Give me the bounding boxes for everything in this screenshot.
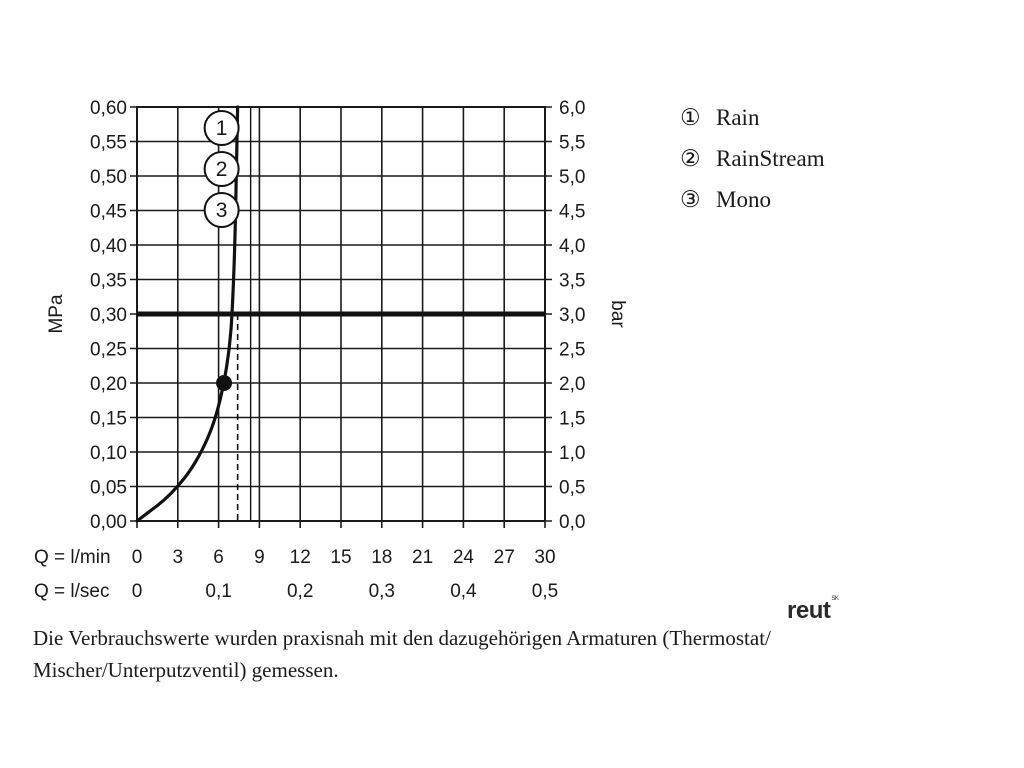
curve-marker-1 [203, 110, 240, 146]
y-left-tick-label: 0,25 [90, 340, 127, 361]
x-tick-label: 0,5 [532, 581, 558, 602]
legend: ① Rain ② RainStream ③ Mono [680, 105, 825, 212]
y-right-tick-label: 0,0 [559, 512, 585, 533]
legend-symbol: ② [680, 146, 701, 171]
legend-label-rain: Rain [716, 105, 760, 130]
y-left-axis-label: MPa [46, 294, 67, 334]
curve-marker-label-3: 3 [216, 199, 228, 222]
y-left-tick-label: 0,10 [90, 443, 127, 464]
tick-labels: 0,000,050,100,150,200,250,300,350,400,45… [34, 98, 628, 602]
x-tick-label: 21 [412, 547, 433, 568]
curve-marker-3 [203, 192, 240, 228]
curve-marker-label-2: 2 [216, 158, 228, 181]
series-layer: 1 2 3 [135, 105, 240, 523]
x-tick-label: 24 [453, 547, 475, 568]
reference-line-layer [137, 107, 545, 521]
y-left-tick-label: 0,30 [90, 305, 127, 326]
y-left-tick-label: 0,55 [90, 133, 127, 154]
legend-label-rainstream: RainStream [716, 146, 825, 171]
x-tick-label: 0 [132, 581, 143, 602]
note-line-2: Mischer/Unterputzventil) gemessen. [33, 658, 339, 682]
y-right-tick-label: 4,0 [559, 236, 585, 257]
y-right-tick-label: 5,0 [559, 167, 585, 188]
note-line-1: Die Verbrauchswerte wurden praxisnah mit… [33, 626, 771, 650]
y-right-axis-label: bar [607, 300, 628, 328]
y-right-tick-label: 5,5 [559, 133, 585, 154]
y-right-tick-label: 6,0 [559, 98, 585, 119]
y-left-tick-label: 0,50 [90, 167, 127, 188]
y-left-tick-label: 0,40 [90, 236, 127, 257]
x-row-label: Q = l/sec [34, 581, 110, 602]
x-tick-label: 0,1 [205, 581, 231, 602]
y-right-tick-label: 2,0 [559, 374, 585, 395]
x-tick-label: 0,4 [450, 581, 477, 602]
x-tick-label: 3 [173, 547, 184, 568]
x-tick-label: 27 [494, 547, 515, 568]
x-tick-label: 6 [213, 547, 224, 568]
x-tick-label: 0,3 [369, 581, 395, 602]
y-right-tick-label: 0,5 [559, 478, 585, 499]
y-left-tick-label: 0,45 [90, 202, 127, 223]
brand-logo: reutSK [787, 596, 839, 625]
curve-marker-2 [203, 151, 240, 187]
y-left-tick-label: 0,35 [90, 271, 127, 292]
measurement-note: Die Verbrauchswerte wurden praxisnah mit… [33, 622, 993, 686]
x-tick-label: 15 [330, 547, 351, 568]
x-tick-label: 9 [254, 547, 265, 568]
logo-text: reut [787, 597, 831, 624]
y-right-tick-label: 3,5 [559, 271, 585, 292]
x-tick-label: 12 [290, 547, 311, 568]
x-tick-label: 0 [132, 547, 143, 568]
y-right-tick-label: 4,5 [559, 202, 585, 223]
x-tick-label: 30 [534, 547, 555, 568]
x-tick-label: 18 [371, 547, 392, 568]
legend-label-mono: Mono [716, 187, 771, 212]
legend-symbol: ③ [680, 187, 701, 212]
y-right-tick-label: 3,0 [559, 305, 585, 326]
logo-suffix: SK [831, 596, 839, 602]
y-left-tick-label: 0,20 [90, 374, 127, 395]
x-row-label: Q = l/min [34, 547, 111, 568]
y-left-tick-label: 0,00 [90, 512, 127, 533]
legend-symbol: ① [680, 105, 701, 130]
y-left-tick-label: 0,60 [90, 98, 127, 119]
operating-point [216, 375, 233, 391]
x-tick-label: 0,2 [287, 581, 313, 602]
y-left-tick-label: 0,15 [90, 409, 127, 430]
y-right-tick-label: 1,5 [559, 409, 585, 430]
curve-marker-label-1: 1 [216, 117, 228, 140]
flow-curve [135, 105, 240, 523]
y-left-tick-label: 0,05 [90, 478, 127, 499]
y-right-tick-label: 2,5 [559, 340, 585, 361]
y-right-tick-label: 1,0 [559, 443, 585, 464]
